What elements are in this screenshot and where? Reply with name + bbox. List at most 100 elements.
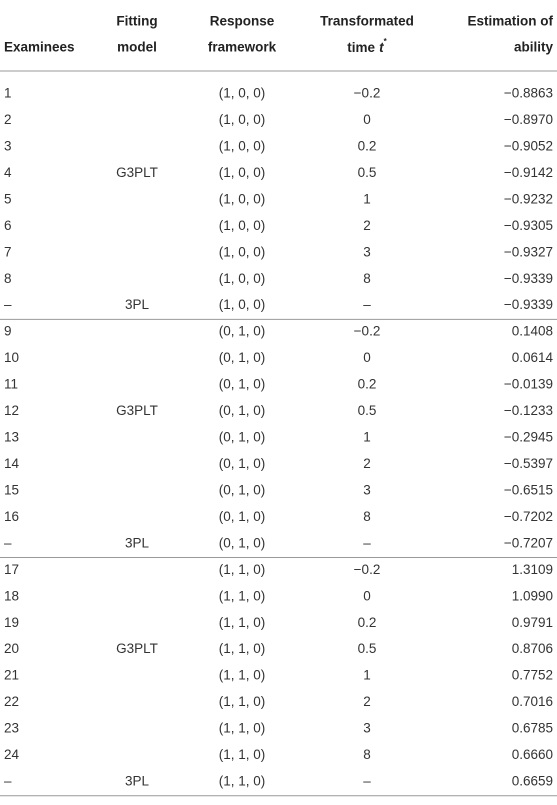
cell: (0, 1, 0) bbox=[219, 535, 266, 550]
cell: (0, 1, 0) bbox=[219, 430, 266, 445]
cell: 3 bbox=[4, 138, 12, 153]
cell: (1, 0, 0) bbox=[219, 138, 266, 153]
header-cell: Fitting bbox=[116, 14, 157, 29]
cell: −0.5397 bbox=[504, 456, 553, 471]
cell: (0, 1, 0) bbox=[219, 509, 266, 524]
cell: −0.2 bbox=[354, 562, 381, 577]
cell: – bbox=[363, 297, 371, 312]
cell: 2 bbox=[363, 694, 371, 709]
cell: G3PLT bbox=[116, 165, 158, 180]
cell: 1.0990 bbox=[512, 588, 553, 603]
cell: (1, 1, 0) bbox=[219, 562, 266, 577]
cell: −0.7202 bbox=[504, 509, 553, 524]
header-cell: ability bbox=[514, 40, 554, 55]
cell: 13 bbox=[4, 430, 19, 445]
cell: −0.1233 bbox=[504, 403, 553, 418]
cell: −0.9327 bbox=[504, 244, 553, 259]
cell: (1, 1, 0) bbox=[219, 694, 266, 709]
cell: 1 bbox=[4, 86, 12, 101]
cell: 8 bbox=[363, 509, 371, 524]
header-sup: * bbox=[384, 37, 388, 46]
cell: 0.6785 bbox=[512, 721, 553, 736]
cell: 0.7752 bbox=[512, 668, 553, 683]
cell: 0 bbox=[363, 112, 371, 127]
cell: – bbox=[4, 297, 12, 312]
cell: 3PL bbox=[125, 535, 150, 550]
cell: 16 bbox=[4, 509, 19, 524]
header-cell: Response bbox=[210, 14, 275, 29]
cell: 0 bbox=[363, 588, 371, 603]
cell: (1, 1, 0) bbox=[219, 588, 266, 603]
cell: 21 bbox=[4, 668, 19, 683]
cell: 18 bbox=[4, 588, 19, 603]
header-cell: Estimation of bbox=[467, 14, 553, 29]
cell: (0, 1, 0) bbox=[219, 482, 266, 497]
cell: (1, 1, 0) bbox=[219, 615, 266, 630]
cell: 15 bbox=[4, 482, 19, 497]
cell: 0.6659 bbox=[512, 774, 553, 789]
cell: (1, 1, 0) bbox=[219, 641, 266, 656]
cell: 0.2 bbox=[358, 615, 377, 630]
cell: −0.2 bbox=[354, 324, 381, 339]
cell: (1, 0, 0) bbox=[219, 165, 266, 180]
cell: 0.7016 bbox=[512, 694, 553, 709]
cell: −0.9052 bbox=[504, 138, 553, 153]
cell: 7 bbox=[4, 244, 12, 259]
cell: (1, 0, 0) bbox=[219, 112, 266, 127]
header-cell: Examinees bbox=[4, 40, 75, 55]
header-var: t bbox=[379, 40, 384, 55]
cell: −0.6515 bbox=[504, 482, 553, 497]
cell: 24 bbox=[4, 747, 20, 762]
cell: 10 bbox=[4, 350, 19, 365]
cell: 0.8706 bbox=[512, 641, 553, 656]
cell: 1 bbox=[363, 430, 371, 445]
cell: (0, 1, 0) bbox=[219, 403, 266, 418]
header-cell: model bbox=[117, 40, 157, 55]
cell: 8 bbox=[363, 271, 371, 286]
cell: 5 bbox=[4, 191, 12, 206]
cell: −0.9339 bbox=[504, 271, 553, 286]
cell: 0.5 bbox=[358, 641, 377, 656]
cell: 6 bbox=[4, 218, 12, 233]
cell: −0.9232 bbox=[504, 191, 553, 206]
cell: (0, 1, 0) bbox=[219, 456, 266, 471]
cell: −0.9339 bbox=[504, 297, 553, 312]
cell: 14 bbox=[4, 456, 20, 471]
cell: 2 bbox=[363, 456, 371, 471]
cell: 0.6660 bbox=[512, 747, 553, 762]
cell: 0.9791 bbox=[512, 615, 553, 630]
header-cell: Transformated bbox=[320, 14, 414, 29]
cell: −0.9305 bbox=[504, 218, 553, 233]
cell: (0, 1, 0) bbox=[219, 324, 266, 339]
cell: 8 bbox=[363, 747, 371, 762]
cell: 3PL bbox=[125, 774, 150, 789]
cell: 1 bbox=[363, 668, 371, 683]
cell: −0.0139 bbox=[504, 377, 553, 392]
cell: – bbox=[4, 774, 12, 789]
cell: – bbox=[363, 774, 371, 789]
cell: (0, 1, 0) bbox=[219, 377, 266, 392]
cell: 9 bbox=[4, 324, 12, 339]
cell: (1, 0, 0) bbox=[219, 86, 266, 101]
cell: 3 bbox=[363, 721, 371, 736]
cell: 0.5 bbox=[358, 403, 377, 418]
cell: −0.2945 bbox=[504, 430, 553, 445]
cell: −0.2 bbox=[354, 86, 381, 101]
cell: 3PL bbox=[125, 297, 150, 312]
cell: (1, 0, 0) bbox=[219, 244, 266, 259]
cell: 4 bbox=[4, 165, 12, 180]
cell: – bbox=[4, 535, 12, 550]
cell: 12 bbox=[4, 403, 19, 418]
cell: 22 bbox=[4, 694, 19, 709]
cell: (1, 0, 0) bbox=[219, 271, 266, 286]
cell: 23 bbox=[4, 721, 19, 736]
cell: 0.2 bbox=[358, 138, 377, 153]
cell: G3PLT bbox=[116, 641, 158, 656]
cell: 17 bbox=[4, 562, 19, 577]
cell: 0.1408 bbox=[512, 324, 553, 339]
cell: −0.9142 bbox=[504, 165, 553, 180]
header-text: time bbox=[347, 40, 375, 55]
cell: (1, 1, 0) bbox=[219, 721, 266, 736]
cell: −0.8970 bbox=[504, 112, 553, 127]
